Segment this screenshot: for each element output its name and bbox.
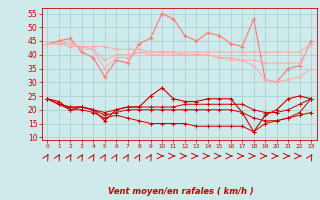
- Text: Vent moyen/en rafales ( km/h ): Vent moyen/en rafales ( km/h ): [108, 187, 254, 196]
